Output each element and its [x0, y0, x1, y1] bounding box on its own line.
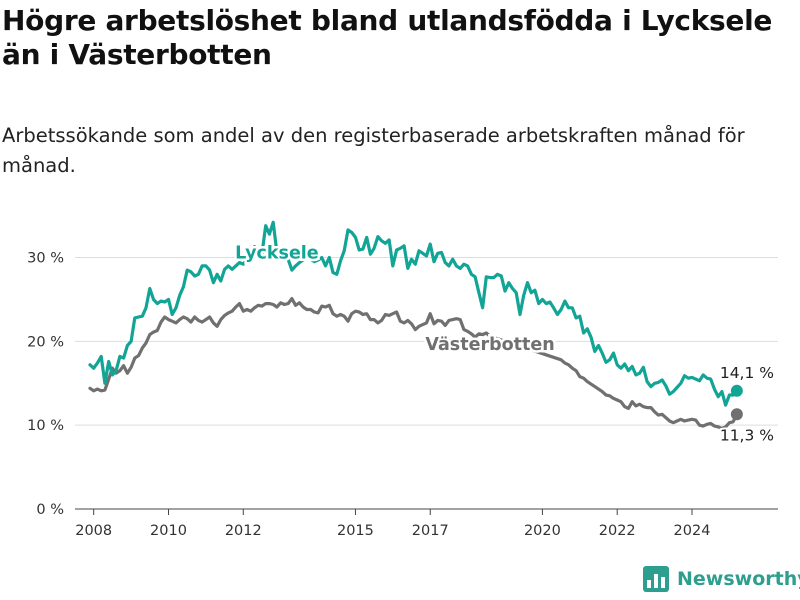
series-endpoint-vasterbotten: [730, 408, 743, 421]
chart-subtitle: Arbetssökande som andel av den registerb…: [2, 124, 745, 177]
y-tick-label: 10 %: [27, 418, 64, 434]
end-value-label-vasterbotten: 11,3 %: [720, 426, 774, 444]
series-line-vasterbotten: [88, 297, 739, 431]
bar-chart-logo-icon: [643, 566, 669, 592]
x-tick-label: 2008: [75, 523, 112, 539]
y-tick-label: 20 %: [27, 334, 64, 350]
x-tick-label: 2015: [337, 523, 374, 539]
x-tick-label: 2022: [599, 523, 636, 539]
brand-logo[interactable]: Newsworthy: [643, 566, 800, 592]
x-tick-label: 2017: [412, 523, 449, 539]
label-layer: Lycksele Västerbotten 14,1 % 11,3 %: [233, 241, 776, 446]
grid-layer: 0 % 10 % 20 % 30 % 2008 2010 2012 2015 2017 2020 2…: [27, 251, 778, 539]
x-tick-label: 2024: [674, 523, 711, 539]
series-line-lycksele: [88, 220, 739, 407]
end-value-label-lycksele: 14,1 %: [720, 364, 774, 382]
chart-title: Högre arbetslöshet bland utlandsfödda i …: [2, 4, 773, 71]
x-tick-label: 2020: [524, 523, 561, 539]
series-label-vasterbotten: Västerbotten: [425, 335, 554, 355]
y-tick-label: 0 %: [36, 502, 64, 518]
x-tick-label: 2012: [225, 523, 262, 539]
y-tick-label: 30 %: [27, 251, 64, 267]
x-tick-label: 2010: [150, 523, 187, 539]
brand-name: Newsworthy: [677, 568, 800, 590]
series-label-lycksele: Lycksele: [235, 244, 319, 264]
series-endpoint-lycksele: [730, 384, 743, 397]
series-layer: [88, 220, 743, 431]
